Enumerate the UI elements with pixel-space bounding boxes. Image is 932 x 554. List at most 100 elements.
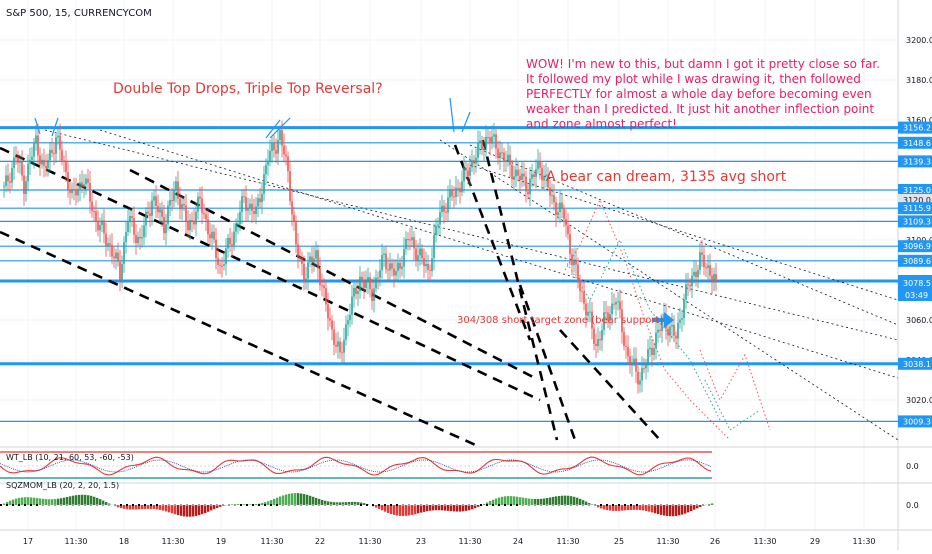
sqzmom-bar <box>9 501 11 505</box>
candle-body <box>397 263 399 271</box>
candle-body <box>701 252 703 255</box>
candle-body <box>571 254 573 265</box>
sqzmom-bar <box>504 496 506 505</box>
sqzmom-bar <box>543 498 545 505</box>
candle-body <box>187 221 189 230</box>
sqzmom-dot <box>72 504 74 506</box>
candle-body <box>273 143 275 150</box>
candle-body <box>229 238 231 244</box>
candle-body <box>495 134 497 148</box>
sqzmom-bar <box>711 503 713 505</box>
sqzmom-bar <box>57 499 59 505</box>
sqzmom-bar <box>75 495 77 505</box>
sqzmom-bar <box>564 496 566 505</box>
sqzmom-bar <box>558 496 560 505</box>
sqzmom-bar <box>66 497 68 505</box>
sqzmom-bar <box>684 505 686 514</box>
candle-body <box>583 292 585 304</box>
candle-body <box>81 182 83 187</box>
candle-body <box>627 347 629 356</box>
sqzmom-dot <box>318 504 320 506</box>
sqzmom-dot <box>240 504 242 506</box>
candle-body <box>685 284 687 299</box>
candle-body <box>561 203 563 209</box>
candle-body <box>553 195 555 202</box>
candle-body <box>85 179 87 185</box>
sqzmom-bar <box>459 505 461 512</box>
candle-body <box>703 255 705 267</box>
candle-body <box>507 155 509 161</box>
sqzmom-bar <box>117 505 119 507</box>
price-label-text: 3148.6 <box>903 139 931 148</box>
sqzmom-bar <box>597 505 599 507</box>
candle-body <box>225 248 227 264</box>
candle-body <box>637 372 639 385</box>
candle-body <box>369 277 371 289</box>
sqzmom-bar <box>699 505 701 507</box>
sqzmom-dot <box>672 504 674 506</box>
sqzmom-dot <box>108 504 110 506</box>
candle-body <box>387 269 389 270</box>
candle-body <box>371 289 373 301</box>
candle-body <box>311 256 313 262</box>
candle-body <box>297 245 299 257</box>
sqzmom-bar <box>651 505 653 512</box>
candle-body <box>379 270 381 277</box>
candle-body <box>115 253 117 259</box>
sqzmom-bar <box>105 502 107 505</box>
candle-body <box>339 341 341 352</box>
sqzmom-dot <box>624 504 626 506</box>
sqzmom-bar <box>435 505 437 510</box>
sqzmom-bar <box>522 498 524 505</box>
x-tick-label: 26 <box>710 537 720 546</box>
sqzmom-bar <box>72 496 74 505</box>
candle-body <box>493 134 495 136</box>
price-label-text: 3115.9 <box>903 204 931 213</box>
candle-body <box>131 216 133 218</box>
x-tick-label: 22 <box>315 537 325 546</box>
sqzmom-bar <box>687 505 689 512</box>
sqzmom-dot <box>600 504 602 506</box>
candle-body <box>695 272 697 277</box>
candle-body <box>551 195 553 196</box>
sqzmom-bar <box>549 497 551 505</box>
sqzmom-dot <box>96 504 98 506</box>
candle-body <box>69 190 71 193</box>
candle-body <box>29 160 31 164</box>
sqzmom-dot <box>204 504 206 506</box>
sqzmom-dot <box>234 504 236 506</box>
sqzmom-bar <box>90 496 92 505</box>
sqzmom-dot <box>138 504 140 506</box>
candle-body <box>167 206 169 225</box>
candle-body <box>243 196 245 197</box>
candle-body <box>577 265 579 283</box>
sqzmom-bar <box>87 495 89 505</box>
candle-body <box>227 238 229 248</box>
candle-body <box>597 339 599 346</box>
candle-body <box>513 176 515 179</box>
candle-body <box>483 148 485 151</box>
sqzmom-dot <box>90 504 92 506</box>
candle-body <box>147 212 149 214</box>
candle-body <box>169 200 171 205</box>
candle-body <box>203 213 205 215</box>
candle-body <box>107 243 109 246</box>
candle-body <box>275 150 277 153</box>
sqzmom-dot <box>648 504 650 506</box>
candle-body <box>231 244 233 245</box>
candle-body <box>307 262 309 278</box>
price-label-text: 3038.1 <box>903 360 931 369</box>
candle-body <box>617 301 619 302</box>
sqzmom-dot <box>492 504 494 506</box>
candle-body <box>205 214 207 219</box>
sqzmom-bar <box>654 505 656 513</box>
left-title-annotation: Double Top Drops, Triple Top Reversal? <box>113 81 383 97</box>
candle-body <box>145 212 147 226</box>
sqzmom-bar <box>84 495 86 505</box>
candle-body <box>481 141 483 151</box>
candle-body <box>517 170 519 176</box>
candle-body <box>329 318 331 320</box>
candle-body <box>429 270 431 271</box>
candle-body <box>219 265 221 266</box>
candle-body <box>75 189 77 195</box>
